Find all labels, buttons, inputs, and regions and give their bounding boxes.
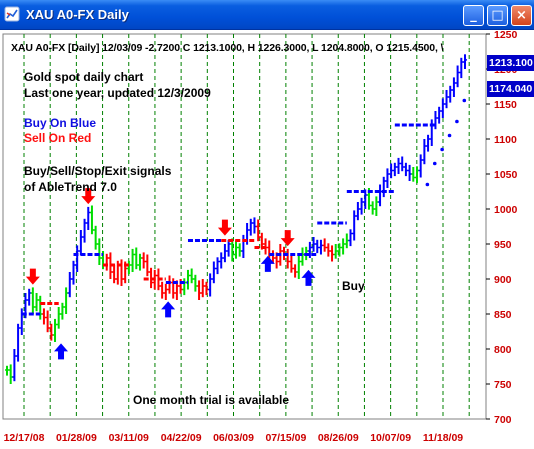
app-icon	[4, 6, 20, 22]
y-tick-label: 700	[494, 414, 512, 426]
chart-note-title: Gold spot daily chart	[24, 70, 144, 84]
x-tick-label: 07/15/09	[265, 432, 306, 444]
trailing-stop-dot	[425, 182, 430, 187]
y-tick-label: 1100	[494, 134, 517, 146]
trailing-stop-dot	[432, 161, 437, 166]
sell-arrow-icon	[280, 230, 295, 247]
y-tick-label: 750	[494, 379, 512, 391]
maximize-button[interactable]: □	[487, 5, 508, 26]
sell-arrow-icon	[81, 188, 96, 205]
legend-sell-on-red: Sell On Red	[24, 131, 92, 145]
window-title: XAU A0-FX Daily	[26, 7, 129, 22]
y-tick-label: 850	[494, 309, 512, 321]
minimize-button[interactable]: _	[463, 5, 484, 26]
y-tick-label: 900	[494, 274, 512, 286]
y-tick-label: 800	[494, 344, 512, 356]
x-tick-label: 06/03/09	[213, 432, 254, 444]
sell-arrow-icon	[25, 268, 40, 285]
stop-price-label: 1174.040	[487, 81, 534, 97]
x-tick-label: 08/26/09	[318, 432, 359, 444]
trailing-stop-dot	[462, 98, 467, 103]
trailing-stop-dot	[455, 119, 459, 124]
x-tick-label: 11/18/09	[423, 432, 463, 444]
chart-note-subtitle: Last one year, updated 12/3/2009	[24, 86, 211, 100]
y-tick-label: 950	[494, 239, 512, 251]
buy-arrow-icon	[54, 343, 69, 360]
buy-arrow-icon	[260, 255, 275, 272]
x-tick-label: 10/07/09	[370, 432, 411, 444]
trailing-stop-dot	[440, 147, 444, 152]
chart-note-abletrend: of AbleTrend 7.0	[24, 180, 117, 194]
x-tick-label: 03/11/09	[109, 432, 149, 444]
buy-arrow-icon	[301, 269, 316, 286]
price-chart[interactable]: 7007508008509009501000105011001150120012…	[0, 30, 534, 449]
current-price-label: 1213.100	[487, 55, 534, 71]
x-tick-label: 04/22/09	[161, 432, 202, 444]
close-button[interactable]: ×	[511, 5, 532, 26]
trailing-stop-dot	[447, 133, 452, 138]
y-tick-label: 1150	[494, 99, 517, 111]
sell-arrow-icon	[217, 219, 232, 236]
plot-frame	[2, 33, 487, 420]
x-tick-label: 01/28/09	[56, 432, 97, 444]
x-tick-label: 12/17/08	[4, 432, 45, 444]
buy-arrow-icon	[161, 301, 176, 318]
y-tick-label: 1050	[494, 169, 518, 181]
chart-header-info: XAU A0-FX [Daily] 12/03/09 -2.7200 C 121…	[11, 42, 444, 54]
trial-note: One month trial is available	[133, 393, 290, 407]
legend-buy-on-blue: Buy On Blue	[24, 116, 97, 130]
y-tick-label: 1250	[494, 30, 518, 41]
window-titlebar: XAU A0-FX Daily _ □ ×	[0, 0, 534, 30]
chart-note-signals: Buy/Sell/Stop/Exit signals	[24, 164, 172, 178]
buy-annotation: Buy	[342, 279, 365, 293]
y-tick-label: 1000	[494, 204, 518, 216]
